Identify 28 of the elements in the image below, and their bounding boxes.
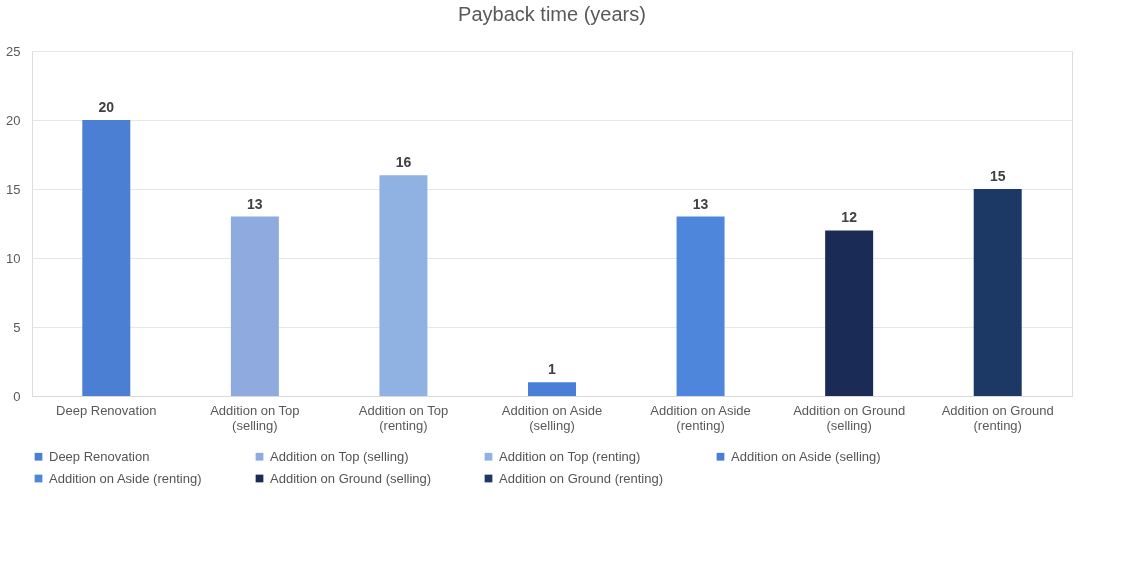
legend-label: Addition on Ground (selling)	[270, 470, 432, 486]
x-tick-label: Addition on Ground (renting)	[941, 402, 1054, 433]
chart-title: Payback time (years)	[458, 3, 646, 25]
x-tick-label: Addition on Top (selling)	[210, 402, 300, 433]
y-tick-label: 5	[13, 319, 21, 335]
data-label: 15	[989, 168, 1006, 184]
x-tick-label: Addition on Ground (selling)	[793, 402, 906, 433]
data-label: 13	[247, 195, 263, 212]
x-tick-label: Addition on Top (renting)	[358, 402, 449, 433]
data-label: 12	[841, 209, 858, 226]
y-tick-label: 20	[6, 112, 21, 128]
legend-label: Addition on Aside (renting)	[49, 470, 202, 486]
legend-label: Addition on Top (renting)	[499, 448, 641, 464]
x-tick-label: Deep Renovation	[56, 402, 157, 418]
y-tick-label: 15	[6, 181, 21, 197]
legend-label: Addition on Top (selling)	[270, 448, 409, 464]
y-tick-label: 25	[6, 43, 21, 59]
x-tick-label: Addition on Aside (renting)	[650, 402, 751, 433]
data-label: 1	[548, 361, 557, 378]
legend-label: Deep Renovation	[49, 448, 150, 464]
y-tick-label: 10	[6, 250, 21, 266]
x-tick-label: Addition on Aside (selling)	[501, 402, 603, 433]
data-label: 13	[692, 195, 709, 212]
data-label: 16	[395, 154, 412, 171]
legend-label: Addition on Ground (renting)	[499, 470, 664, 486]
legend-label: Addition on Aside (selling)	[731, 448, 881, 464]
y-tick-label: 0	[13, 388, 21, 404]
data-label: 20	[98, 99, 115, 115]
